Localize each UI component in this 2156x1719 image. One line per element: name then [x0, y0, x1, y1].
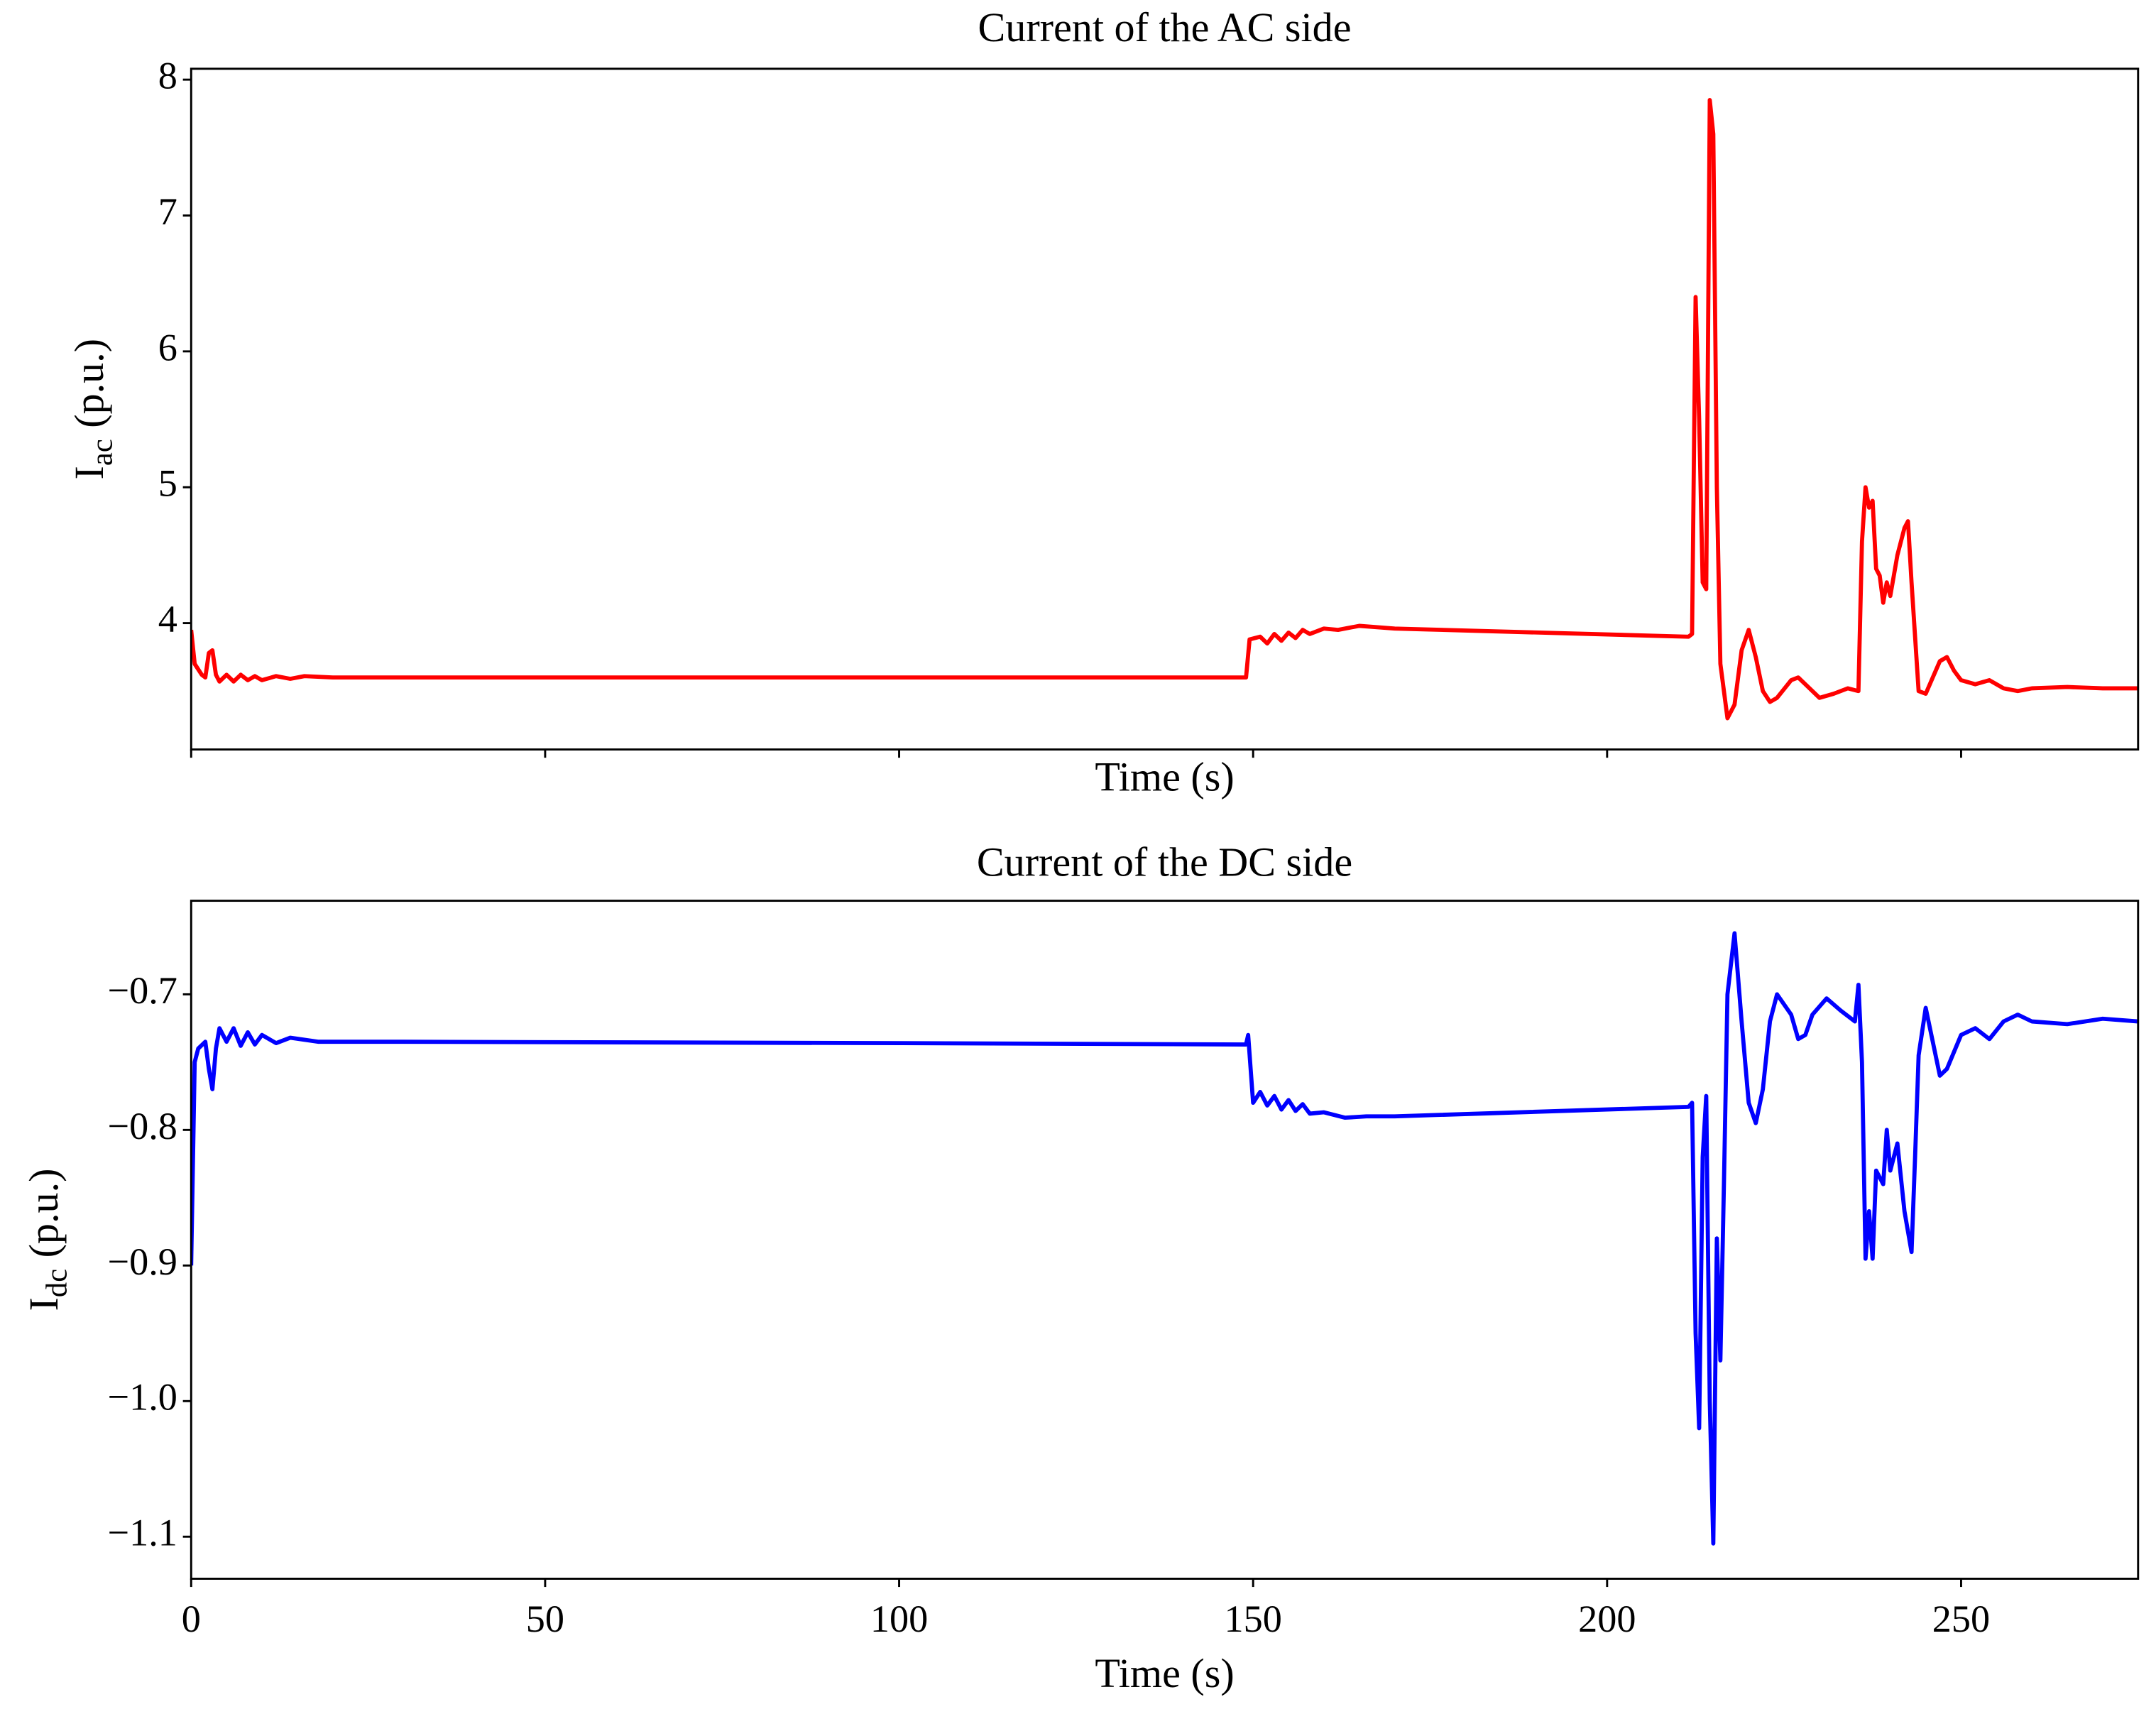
x-tick-label: 0 — [182, 1598, 201, 1640]
y-axis-label-unit: (p.u.) — [21, 1169, 67, 1258]
x-axis-label: Time (s) — [1095, 1650, 1234, 1696]
x-tick-label: 100 — [870, 1598, 928, 1640]
y-axis-label-main: I — [66, 466, 112, 479]
data-line — [191, 931, 2138, 1546]
y-tick-label: 4 — [158, 598, 177, 640]
y-axis-label-sub: ac — [85, 439, 119, 466]
y-tick-label: 7 — [158, 190, 177, 233]
data-line — [191, 97, 2138, 721]
y-tick-label: −0.7 — [108, 969, 177, 1012]
x-axis-label: Time (s) — [1095, 753, 1234, 800]
y-tick-label: −1.0 — [108, 1376, 177, 1419]
x-tick-label: 200 — [1578, 1598, 1636, 1640]
y-tick-label: 8 — [158, 55, 177, 97]
y-axis-label-unit: (p.u.) — [66, 339, 112, 428]
x-tick-label: 250 — [1932, 1598, 1990, 1640]
plot-frame — [190, 900, 2140, 1580]
plot-area — [191, 97, 2138, 721]
y-tick-label: −1.1 — [108, 1512, 177, 1554]
y-axis-label-main: I — [21, 1297, 67, 1311]
y-tick-label: 5 — [158, 462, 177, 505]
y-tick-label: −0.9 — [108, 1240, 177, 1283]
chart-title: Current of the AC side — [978, 4, 1352, 50]
y-axis-label: Idc (p.u.) — [21, 1169, 73, 1311]
y-tick-label: 6 — [158, 326, 177, 369]
plot-area — [191, 931, 2138, 1546]
chart-title: Current of the DC side — [977, 839, 1352, 885]
y-axis-label-sub: dc — [40, 1269, 73, 1297]
plot-frame — [190, 67, 2140, 751]
y-axis-label: Iac (p.u.) — [66, 339, 119, 480]
x-tick-label: 50 — [526, 1598, 564, 1640]
y-tick-label: −0.8 — [108, 1105, 177, 1147]
x-tick-label: 150 — [1225, 1598, 1282, 1640]
